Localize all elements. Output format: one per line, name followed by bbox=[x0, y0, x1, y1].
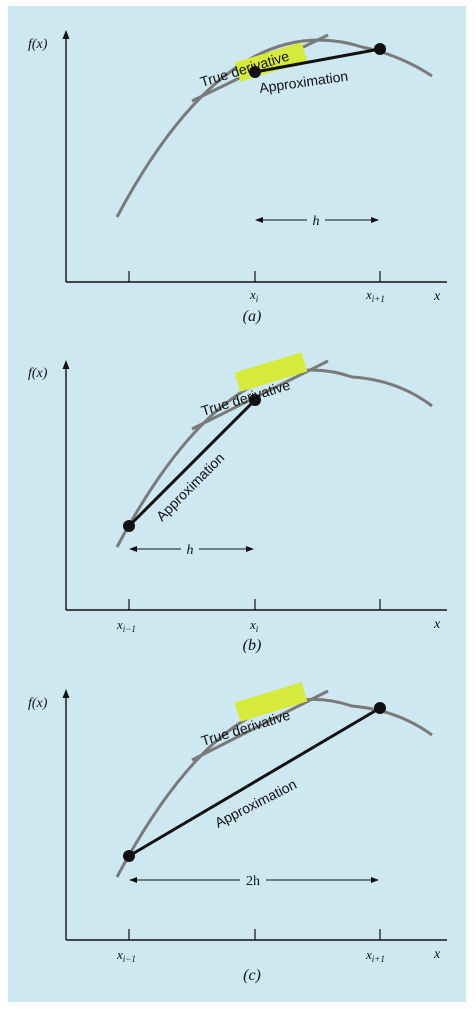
tick-label-xi-minus-1: xi−1 bbox=[116, 617, 136, 634]
panel-caption: (a) bbox=[243, 308, 262, 325]
panel-b: True derivative Approximation h f(x) x x… bbox=[28, 352, 447, 654]
function-curve bbox=[115, 38, 433, 218]
y-axis-label: f(x) bbox=[28, 366, 48, 381]
approximation-label: Approximation bbox=[153, 450, 228, 525]
panel-caption: (c) bbox=[243, 967, 261, 984]
derivative-highlight bbox=[234, 682, 308, 722]
h-label: h bbox=[187, 543, 194, 558]
approximation-secant bbox=[254, 47, 381, 74]
h-arrow-left bbox=[255, 217, 263, 223]
y-axis-arrow bbox=[62, 360, 70, 369]
point-xi-plus-1 bbox=[374, 702, 386, 714]
function-curve bbox=[115, 697, 433, 878]
tick-label-xi-plus-1: xi+1 bbox=[365, 287, 385, 304]
point-xi bbox=[249, 394, 261, 406]
y-axis-arrow bbox=[62, 30, 70, 39]
tick-label-xi: xi bbox=[249, 287, 259, 304]
tick-label-xi-minus-1: xi−1 bbox=[116, 947, 136, 964]
tick-label-xi-plus-1: xi+1 bbox=[365, 947, 385, 964]
y-axis-label: f(x) bbox=[28, 696, 48, 711]
panel-a: True derivative Approximation h f(x) x x… bbox=[28, 30, 447, 325]
point-xi-minus-1 bbox=[123, 520, 135, 532]
x-axis-label: x bbox=[433, 617, 441, 632]
tick-label-xi: xi bbox=[249, 617, 259, 634]
h-arrow-right bbox=[371, 877, 379, 883]
approximation-label: Approximation bbox=[212, 776, 299, 831]
h-arrow-left bbox=[129, 877, 137, 883]
approximation-secant bbox=[127, 398, 257, 528]
h-arrow-right bbox=[371, 217, 379, 223]
x-axis-label: x bbox=[433, 947, 441, 962]
h-arrow-right bbox=[246, 546, 254, 552]
h-arrow-left bbox=[129, 546, 137, 552]
point-xi-minus-1 bbox=[123, 850, 135, 862]
y-axis-arrow bbox=[62, 689, 70, 698]
point-xi-plus-1 bbox=[374, 43, 386, 55]
2h-label: 2h bbox=[246, 874, 260, 889]
y-axis-label: f(x) bbox=[28, 37, 48, 52]
derivative-highlight bbox=[234, 352, 308, 392]
figure-background bbox=[8, 6, 466, 1002]
true-derivative-tangent bbox=[191, 689, 329, 762]
approximation-secant bbox=[128, 706, 381, 858]
panel-c: True derivative Approximation 2h f(x) x … bbox=[28, 682, 447, 984]
h-label: h bbox=[313, 214, 320, 229]
panel-caption: (b) bbox=[243, 637, 262, 654]
true-derivative-tangent bbox=[191, 359, 329, 431]
x-axis-label: x bbox=[433, 289, 441, 304]
point-xi bbox=[249, 66, 261, 78]
